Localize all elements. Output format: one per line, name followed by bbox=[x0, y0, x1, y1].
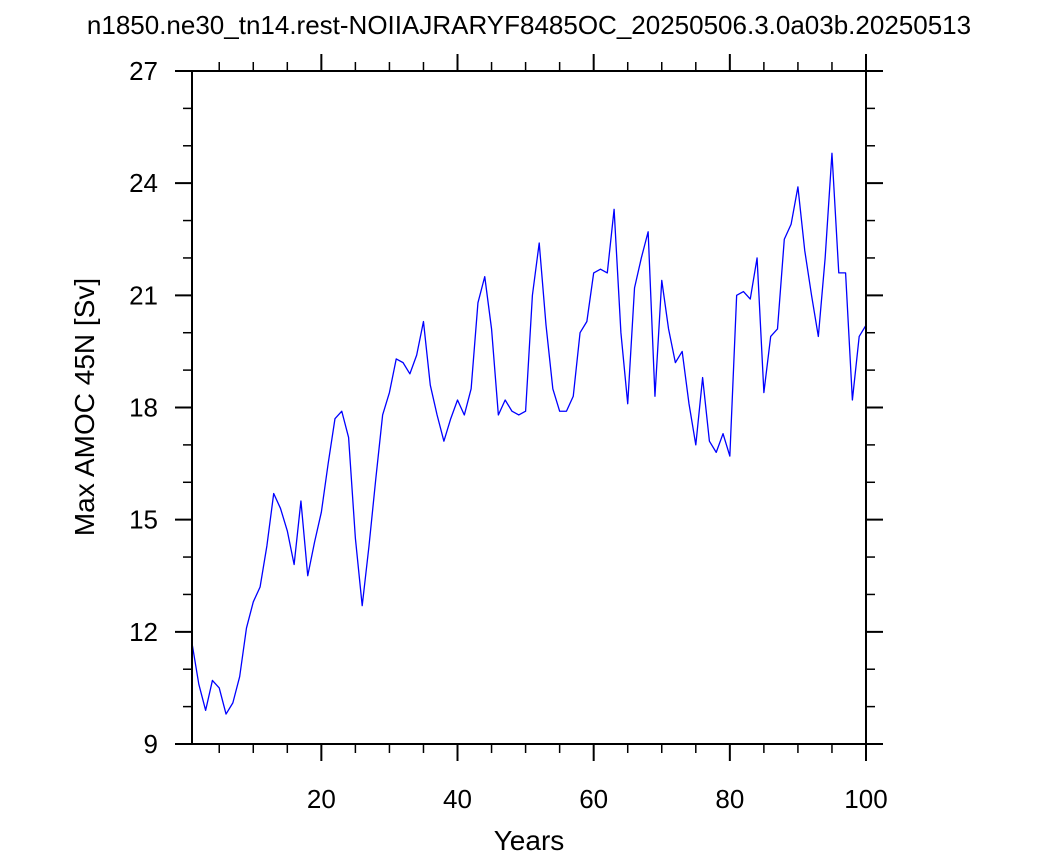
plot-frame bbox=[191, 70, 867, 745]
y-tick-label: 21 bbox=[129, 280, 158, 310]
plot-area bbox=[191, 152, 867, 715]
y-tick-label: 9 bbox=[144, 729, 158, 759]
y-tick-label: 12 bbox=[129, 617, 158, 647]
x-tick-label: 60 bbox=[579, 784, 608, 814]
y-axis-label: Max AMOC 45N [Sv] bbox=[69, 278, 100, 536]
y-tick-label: 27 bbox=[129, 56, 158, 86]
x-tick-label: 100 bbox=[844, 784, 887, 814]
tick-marks bbox=[175, 54, 883, 761]
x-tick-label: 80 bbox=[715, 784, 744, 814]
y-tick-label: 18 bbox=[129, 393, 158, 423]
x-axis-label: Years bbox=[494, 825, 565, 856]
chart-title: n1850.ne30_tn14.rest-NOIIAJRARYF8485OC_2… bbox=[87, 10, 971, 40]
x-tick-label: 40 bbox=[443, 784, 472, 814]
y-tick-label: 24 bbox=[129, 168, 158, 198]
tick-labels: 9 12 15 18 21 24 27 20 40 60 80 100 bbox=[129, 56, 888, 814]
x-tick-label: 20 bbox=[307, 784, 336, 814]
y-tick-label: 15 bbox=[129, 505, 158, 535]
series-line bbox=[191, 152, 867, 715]
